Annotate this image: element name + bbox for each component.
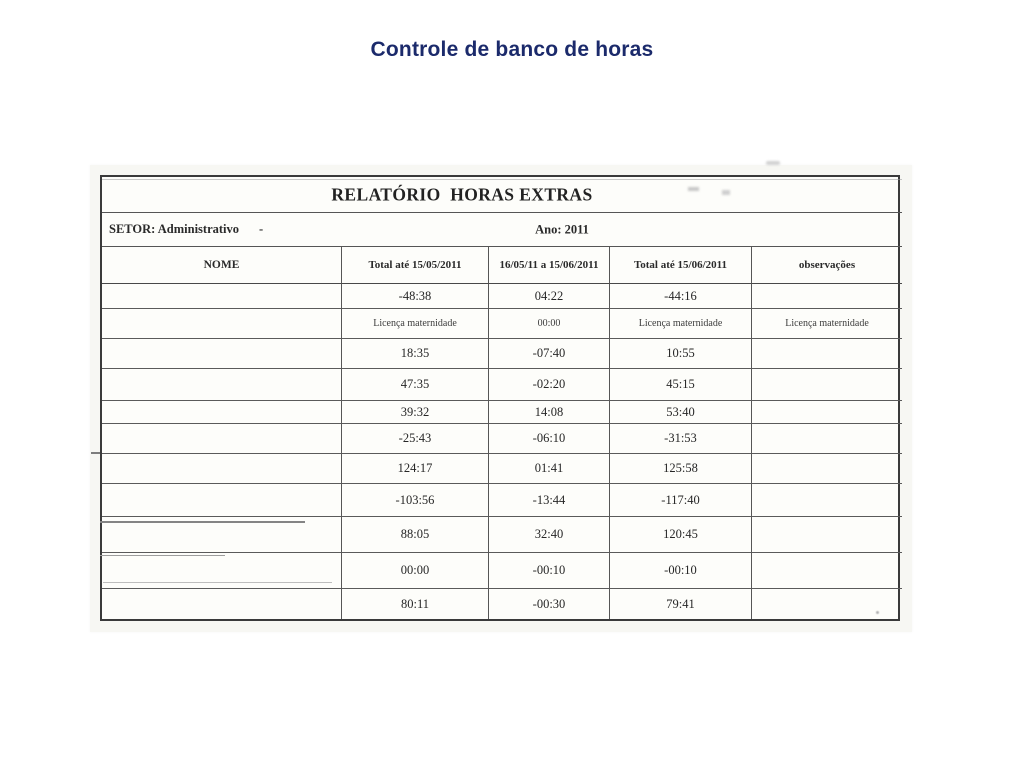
- table-cell: [102, 484, 342, 517]
- table-cell: -117:40: [610, 484, 752, 517]
- table-cell: -06:10: [489, 424, 610, 454]
- table-cell: Licença maternidade: [752, 309, 902, 339]
- report-title-row: RELATÓRIO HORAS EXTRAS: [102, 177, 902, 213]
- table-cell: [102, 424, 342, 454]
- table-cell: 39:32: [342, 401, 489, 424]
- table-cell: [752, 339, 902, 369]
- table-cell: 88:05: [342, 517, 489, 553]
- table-cell: -07:40: [489, 339, 610, 369]
- table-cell: [102, 369, 342, 401]
- year-label: Ano: 2011: [535, 222, 589, 236]
- table-cell: [102, 517, 342, 553]
- table-cell: [102, 454, 342, 484]
- table-cell: -44:16: [610, 284, 752, 309]
- scan-artifact: [102, 179, 902, 180]
- table-cell: -103:56: [342, 484, 489, 517]
- report-table: RELATÓRIO HORAS EXTRAS SETOR: Administra…: [100, 175, 902, 621]
- table-cell: [752, 454, 902, 484]
- table-cell: 47:35: [342, 369, 489, 401]
- table-cell: Licença maternidade: [610, 309, 752, 339]
- table-cell: [102, 553, 342, 589]
- table-cell: 125:58: [610, 454, 752, 484]
- table-cell: -00:10: [610, 553, 752, 589]
- column-header-total-0615: Total até 15/06/2011: [610, 247, 752, 284]
- table-cell: 00:00: [342, 553, 489, 589]
- table-cell: 01:41: [489, 454, 610, 484]
- report-title: RELATÓRIO HORAS EXTRAS: [331, 184, 593, 204]
- table-cell: 32:40: [489, 517, 610, 553]
- column-header-periodo: 16/05/11 a 15/06/2011: [489, 247, 610, 284]
- table-cell: 04:22: [489, 284, 610, 309]
- table-cell: [102, 284, 342, 309]
- column-header-nome: NOME: [102, 247, 342, 284]
- scan-artifact: [91, 452, 100, 454]
- table-cell: 124:17: [342, 454, 489, 484]
- table-cell: [102, 339, 342, 369]
- scan-smudge: [766, 161, 780, 165]
- sector-dash: -: [259, 222, 264, 236]
- table-cell: 10:55: [610, 339, 752, 369]
- table-cell: -25:43: [342, 424, 489, 454]
- table-cell: -31:53: [610, 424, 752, 454]
- table-cell: [752, 484, 902, 517]
- table-cell: [752, 517, 902, 553]
- table-cell: [752, 424, 902, 454]
- column-header-total-0515: Total até 15/05/2011: [342, 247, 489, 284]
- table-cell: [102, 401, 342, 424]
- table-cell: 45:15: [610, 369, 752, 401]
- table-cell: -13:44: [489, 484, 610, 517]
- slide-title: Controle de banco de horas: [370, 38, 654, 61]
- sector-year-row: SETOR: Administrativo - Ano: 2011: [102, 213, 902, 247]
- table-cell: [102, 309, 342, 339]
- scanned-report-page: RELATÓRIO HORAS EXTRAS SETOR: Administra…: [90, 161, 912, 632]
- table-cell: -48:38: [342, 284, 489, 309]
- column-header-observacoes: observações: [752, 247, 902, 284]
- table-cell: [752, 284, 902, 309]
- table-cell: 79:41: [610, 589, 752, 619]
- table-cell: -02:20: [489, 369, 610, 401]
- table-cell: 53:40: [610, 401, 752, 424]
- table-cell: 80:11: [342, 589, 489, 619]
- table-cell: 120:45: [610, 517, 752, 553]
- table-cell: -00:30: [489, 589, 610, 619]
- table-cell: 00:00: [489, 309, 610, 339]
- table-cell: [752, 589, 902, 619]
- table-cell: 18:35: [342, 339, 489, 369]
- table-cell: [102, 589, 342, 619]
- table-cell: [752, 401, 902, 424]
- table-cell: [752, 369, 902, 401]
- table-cell: 14:08: [489, 401, 610, 424]
- table-cell: -00:10: [489, 553, 610, 589]
- table-cell: [752, 553, 902, 589]
- sector-label: SETOR: Administrativo: [109, 222, 239, 236]
- table-cell: Licença maternidade: [342, 309, 489, 339]
